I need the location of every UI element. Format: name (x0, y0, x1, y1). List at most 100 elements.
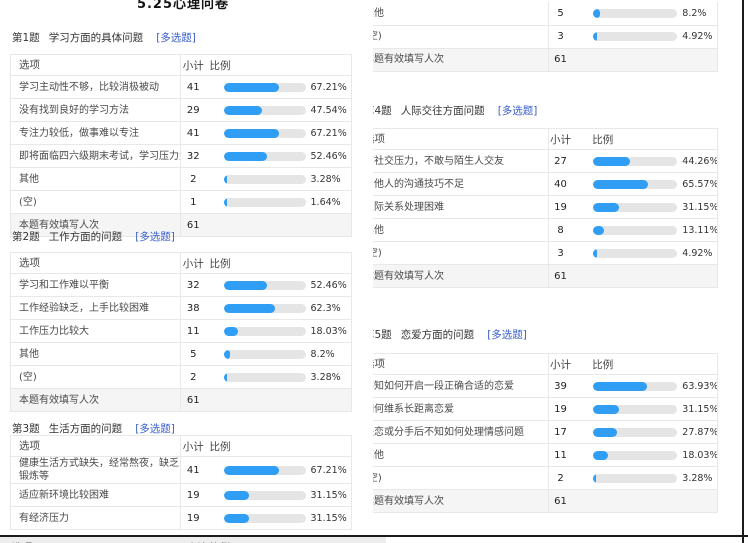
count-cell: 19 (548, 397, 573, 421)
option-row: 其他 2 3.28% (10, 167, 352, 191)
ratio-bar-fill (223, 326, 239, 336)
option-label: 其他 (19, 173, 39, 185)
ratio-bar-fill (593, 32, 598, 41)
count-cell: 41 (180, 121, 206, 145)
ratio-header-cell: 比例 (205, 252, 352, 274)
percentage-label: 52.46% (310, 279, 347, 291)
ratio-bar (223, 280, 306, 290)
ratio-bar-wrap: 8.2% (572, 8, 717, 19)
option-cell: 人际关系处理困难 (373, 195, 549, 219)
option-header-label: 选项 (19, 58, 40, 71)
ratio-bar-wrap: 31.15% (206, 513, 352, 524)
option-row: 与他人的沟通技巧不足 40 65.57% (373, 172, 718, 196)
ratio-cell: 67.21% (205, 75, 352, 99)
ratio-cell: 8.2% (572, 2, 718, 26)
ratio-bar (223, 490, 306, 500)
count-cell: 19 (180, 506, 206, 530)
total-label-cell: 本题有效填写人次 (10, 213, 181, 237)
count-cell: 3 (548, 241, 573, 265)
question-title: 第2题 工作方面的问题 [多选题] (12, 229, 175, 244)
survey-title: 5.25心理问卷 (136, 0, 230, 12)
option-label: 健康生活方式缺失，经常熬夜，缺乏锻炼等 (19, 458, 179, 482)
sliver-option-header: 选项 (12, 539, 32, 543)
ratio-bar-fill (223, 197, 227, 207)
option-header-label: 选项 (19, 439, 40, 452)
table-body: 选项 小计 比例 学习和工作难以平衡 32 52.46% 工作经验缺乏，上手比较困难 38 62… (10, 252, 352, 412)
ratio-bar-fill (593, 427, 617, 437)
ratio-cell: 18.03% (205, 319, 352, 343)
ratio-bar (223, 513, 306, 523)
percentage-label: 65.57% (682, 178, 718, 190)
ratio-bar-fill (223, 465, 279, 475)
option-row: 人际关系处理困难 19 31.15% (373, 195, 718, 219)
ratio-bar (593, 450, 678, 460)
ratio-bar-wrap: 8.2% (206, 349, 352, 360)
ratio-bar-wrap: 67.21% (206, 82, 352, 93)
percentage-label: 52.46% (310, 150, 347, 162)
ratio-bar-wrap: 3.28% (206, 372, 352, 383)
count-header-cell: 小计 (180, 435, 206, 457)
clipped-next-table-header-sliver: 选项 小计 比例 (0, 537, 386, 543)
ratio-bar-fill (223, 372, 227, 382)
total-count-cell: 61 (548, 48, 573, 72)
ratio-bar (223, 349, 306, 359)
ratio-bar-wrap: 1.64% (206, 197, 352, 208)
ratio-bar-fill (223, 513, 250, 523)
total-label-cell: 本题有效填写人次 (373, 264, 549, 288)
ratio-bar (223, 174, 306, 184)
ratio-cell: 4.92% (572, 25, 718, 49)
ratio-bar (223, 326, 306, 336)
option-row: 适应新环境比较困难 19 31.15% (10, 483, 352, 507)
ratio-bar (593, 248, 678, 258)
ratio-bar-fill (223, 82, 279, 92)
ratio-bar-fill (593, 248, 598, 258)
question-number: 第1题 (12, 32, 40, 44)
ratio-bar-wrap: 31.15% (572, 404, 718, 415)
ratio-cell: 18.03% (572, 443, 718, 467)
total-row: 本题有效填写人次 61 (10, 388, 352, 412)
option-header-cell: 选项 (10, 435, 181, 457)
option-row: 学习主动性不够，比较消极被动 41 67.21% (10, 75, 352, 99)
count-cell: 1 (180, 190, 206, 214)
ratio-bar (223, 197, 306, 207)
option-cell: 即将面临四六级期末考试，学习压力大 (10, 144, 181, 168)
screenshot-crop-line-bottom (0, 535, 748, 537)
total-label: 本题有效填写人次 (373, 54, 444, 65)
option-header-label: 选项 (373, 132, 385, 145)
ratio-bar-wrap: 31.15% (572, 202, 718, 213)
report-page-2: 其他 5 8.2% (空) 3 4.92% 本题有效填写人次 61 第4题人际交往方面问题 [多选… (373, 0, 744, 543)
total-label-cell: 本题有效填写人次 (373, 489, 549, 513)
ratio-bar (593, 32, 678, 41)
question-title: 第3题 生活方面的问题 [多选题] (12, 421, 175, 436)
question-title: 第4题人际交往方面问题 [多选题] (373, 103, 537, 118)
percentage-label: 62.3% (310, 302, 341, 314)
ratio-bar (593, 202, 678, 212)
option-label: (空) (373, 247, 382, 259)
option-label: 其他 (373, 7, 384, 19)
sliver-count-header: 小计 (187, 539, 207, 543)
count-cell: 27 (548, 149, 573, 173)
ratio-bar-wrap: 18.03% (206, 326, 352, 337)
option-cell: (空) (373, 241, 549, 265)
ratio-header-cell: 比例 (572, 128, 718, 150)
ratio-bar-fill (593, 202, 620, 212)
option-row: 学习和工作难以平衡 32 52.46% (10, 273, 352, 297)
screenshot-crop-line-right (742, 0, 744, 543)
option-row: 有经济压力 19 31.15% (10, 506, 352, 530)
stats-table: 选项 小计 比例 学习主动性不够，比较消极被动 41 67.21% 没有找到良好的学习方法 2… (10, 54, 352, 237)
option-header-cell: 选项 (373, 128, 549, 150)
ratio-cell: 31.15% (205, 506, 352, 530)
ratio-bar-fill (593, 473, 597, 483)
percentage-label: 3.28% (310, 371, 341, 383)
percentage-label: 67.21% (310, 127, 347, 139)
percentage-label: 3.28% (310, 173, 341, 185)
ratio-bar-wrap: 62.3% (206, 303, 352, 314)
option-row: 失恋或分手后不知如何处理情感问题 17 27.87% (373, 420, 718, 444)
total-row: 本题有效填写人次 61 (373, 489, 718, 513)
count-header-cell: 小计 (180, 54, 206, 76)
ratio-header-cell: 比例 (572, 353, 718, 375)
ratio-bar-fill (593, 404, 620, 414)
header-row: 选项 小计比例 (10, 435, 352, 457)
